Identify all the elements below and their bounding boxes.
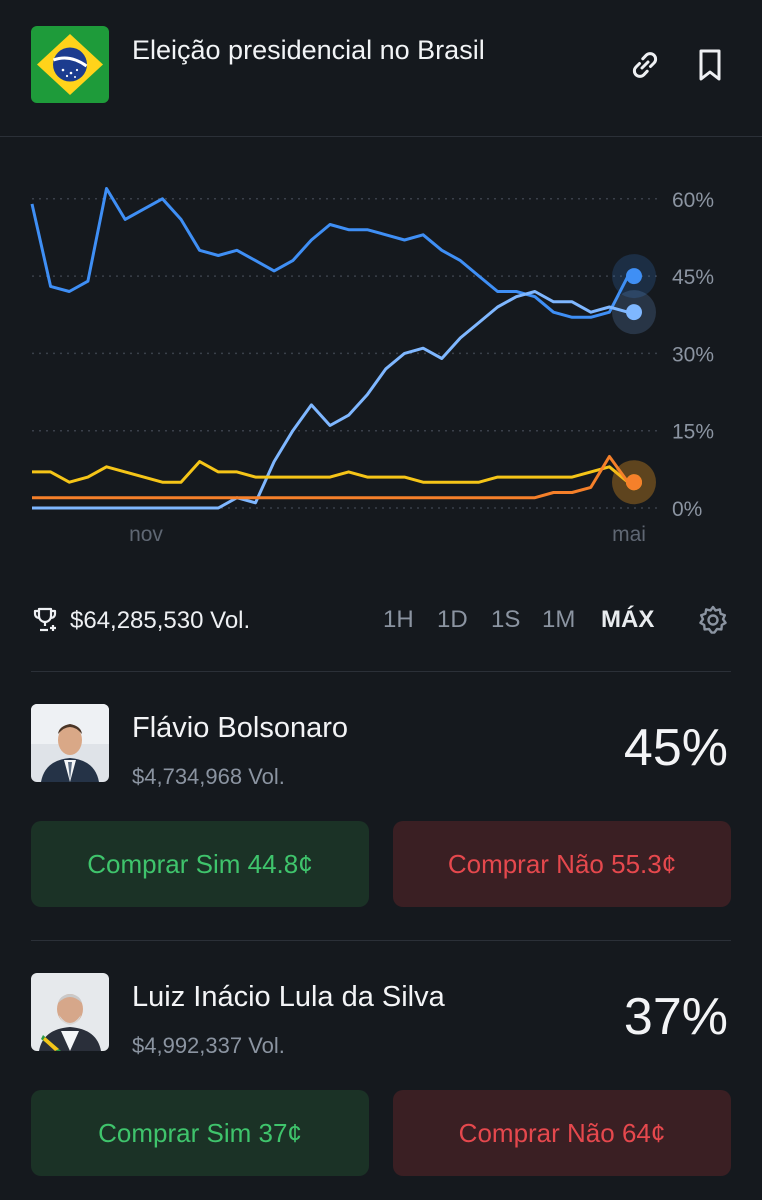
series-line [32,455,630,500]
price-chart: 0% 15% 30% 45% 60% nov mai [0,150,762,550]
y-tick-label: 0% [672,498,702,521]
page-title: Eleição presidencial no Brasil [132,35,485,65]
x-tick-label: mai [612,523,646,546]
series-line [32,460,629,484]
divider [31,940,731,941]
x-tick-label: nov [129,523,163,546]
y-tick-label: 60% [672,189,714,212]
trophy-icon [33,607,57,632]
candidate-row[interactable]: Flávio Bolsonaro $4,734,968 Vol. 45% Com… [0,704,762,907]
candidate-name: Luiz Inácio Lula da Silva [132,981,445,1013]
y-tick-label: 45% [672,266,714,289]
y-tick-label: 30% [672,343,714,366]
y-tick-label: 15% [672,421,714,444]
candidate-name: Flávio Bolsonaro [132,712,348,744]
series-line [30,187,630,319]
candidate-percent: 45% [623,719,728,777]
series-end-point [626,474,642,491]
market-header: Eleição presidencial no Brasil [0,0,762,137]
range-1s[interactable]: 1S [491,606,521,633]
range-1h[interactable]: 1H [383,606,414,633]
candidate-row[interactable]: Luiz Inácio Lula da Silva $4,992,337 Vol… [0,973,762,1176]
bookmark-icon[interactable] [692,47,728,83]
range-1d[interactable]: 1D [437,606,468,633]
buy-no-button[interactable]: Comprar Não 55.3¢ [393,821,731,907]
link-icon[interactable] [627,47,663,83]
total-volume: $64,285,530 Vol. [70,607,251,634]
candidate-volume: $4,992,337 Vol. [132,1033,285,1058]
chart-svg: 0% 15% 30% 45% 60% nov mai [30,187,714,546]
buy-yes-button[interactable]: Comprar Sim 44.8¢ [31,821,369,907]
buy-yes-button[interactable]: Comprar Sim 37¢ [31,1090,369,1176]
range-1m[interactable]: 1M [542,606,576,633]
gear-icon[interactable] [697,604,729,636]
series-end-point [626,268,642,285]
divider [31,671,731,672]
range-max[interactable]: MÁX [601,606,655,633]
series-line [32,290,629,510]
avatar [31,704,109,782]
brazil-flag-icon [31,26,109,103]
stats-row: $64,285,530 Vol. 1H 1D 1S 1M MÁX [0,598,762,642]
candidate-volume: $4,734,968 Vol. [132,764,285,789]
avatar [31,973,109,1051]
candidate-percent: 37% [623,988,728,1046]
buy-no-button[interactable]: Comprar Não 64¢ [393,1090,731,1176]
series-end-point [626,304,642,321]
